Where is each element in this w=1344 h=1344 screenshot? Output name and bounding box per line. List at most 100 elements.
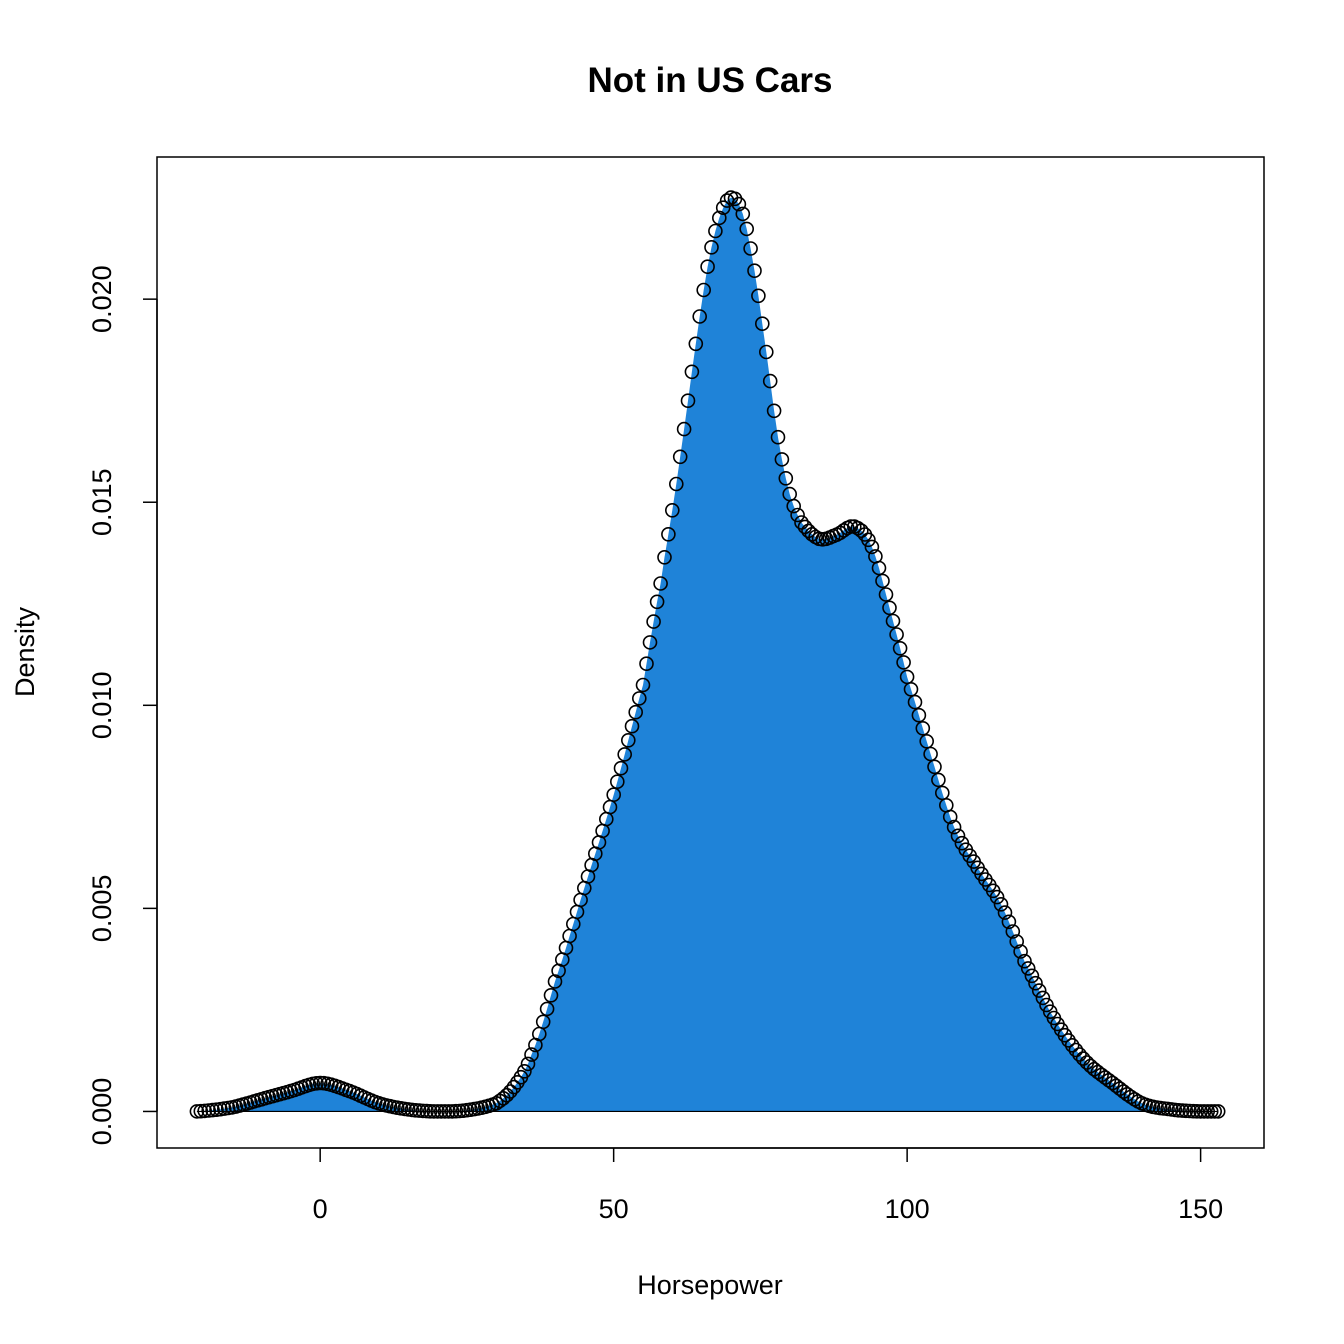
density-point [704, 240, 719, 255]
y-tick-label: 0.005 [87, 875, 117, 943]
density-point [189, 1104, 205, 1119]
density-point [1101, 1073, 1117, 1088]
density-point [1119, 1087, 1135, 1102]
density-point [882, 600, 897, 616]
density-point [524, 1047, 539, 1062]
density-point [1193, 1104, 1208, 1119]
density-point [997, 905, 1013, 920]
density-point [193, 1103, 209, 1119]
density-point [875, 573, 890, 589]
x-tick-label: 150 [1178, 1194, 1223, 1224]
density-point [927, 759, 942, 775]
density-point [754, 316, 770, 332]
y-axis-label: Density [10, 606, 40, 697]
x-tick-label: 50 [599, 1194, 629, 1224]
density-point [517, 1064, 532, 1079]
density-point [790, 507, 805, 523]
density-point [1200, 1104, 1215, 1119]
density-point [676, 421, 692, 437]
density-point [661, 526, 676, 542]
x-tick-label: 100 [885, 1194, 930, 1224]
plot-layer [189, 190, 1226, 1119]
density-point [1064, 1038, 1080, 1053]
density-point [444, 1104, 460, 1119]
density-point [758, 344, 774, 360]
density-point [1035, 990, 1051, 1006]
density-point [688, 336, 704, 352]
density-point [426, 1104, 442, 1119]
density-point [1196, 1104, 1212, 1119]
density-point [543, 987, 559, 1003]
density-point [1186, 1103, 1201, 1119]
density-point [624, 718, 640, 734]
density-point [1207, 1104, 1222, 1119]
density-point [770, 429, 786, 445]
density-point [1020, 961, 1036, 976]
density-point [762, 373, 778, 389]
chart-title: Not in US Cars [587, 61, 832, 100]
x-axis: 0 50 100 150 [313, 1147, 1223, 1224]
y-axis: 0.000 0.005 0.010 0.015 0.020 [87, 265, 158, 1146]
density-point [609, 774, 625, 790]
density-point [1189, 1104, 1205, 1119]
density-point [907, 694, 923, 710]
density-point [692, 309, 708, 324]
density-point [853, 523, 869, 539]
density-point [422, 1104, 438, 1119]
density-point [639, 656, 654, 672]
density-point [1017, 953, 1032, 969]
density-point [1024, 968, 1040, 984]
density-point [1009, 934, 1025, 949]
density-point [1013, 944, 1028, 959]
density-point [506, 1079, 522, 1095]
density-point [751, 288, 766, 304]
density-point [1210, 1104, 1226, 1119]
density-point [1178, 1103, 1194, 1119]
y-tick-label: 0.015 [87, 468, 117, 536]
density-point [646, 614, 661, 629]
density-point [1075, 1051, 1091, 1066]
density-point [680, 393, 696, 409]
density-point [731, 196, 747, 212]
density-point [1031, 983, 1047, 998]
density-point [861, 532, 876, 548]
density-point [946, 819, 962, 835]
density-point [1028, 975, 1043, 991]
density-point [915, 720, 931, 736]
density-point [766, 403, 782, 419]
density-point [617, 747, 633, 762]
density-point [415, 1103, 431, 1119]
density-point [1094, 1067, 1109, 1083]
density-point [448, 1103, 464, 1119]
x-axis-label: Horsepower [637, 1270, 783, 1300]
density-point [1061, 1033, 1076, 1048]
density-point [657, 549, 672, 565]
density-point [1097, 1070, 1113, 1085]
density-point [1001, 914, 1017, 930]
density-point [430, 1104, 445, 1119]
density-point [911, 707, 927, 723]
density-point [653, 576, 668, 591]
density-point [628, 704, 644, 720]
density-point [1123, 1089, 1139, 1105]
density-point [535, 1014, 551, 1030]
density-point [774, 452, 790, 467]
density-point [631, 691, 647, 706]
density-point [739, 221, 755, 237]
y-tick-label: 0.000 [87, 1078, 117, 1146]
density-point [1005, 924, 1021, 939]
density-point [664, 502, 680, 518]
density-point [1116, 1084, 1131, 1099]
density-point [1182, 1103, 1197, 1119]
density-point [437, 1104, 453, 1119]
density-point [672, 449, 688, 465]
density-point [1072, 1047, 1087, 1062]
density-point [1068, 1042, 1084, 1058]
density-point [743, 241, 758, 256]
density-point [903, 681, 919, 697]
x-tick-label: 0 [313, 1194, 328, 1224]
density-point [989, 889, 1005, 905]
density-point [923, 746, 938, 762]
density-point [520, 1056, 536, 1072]
